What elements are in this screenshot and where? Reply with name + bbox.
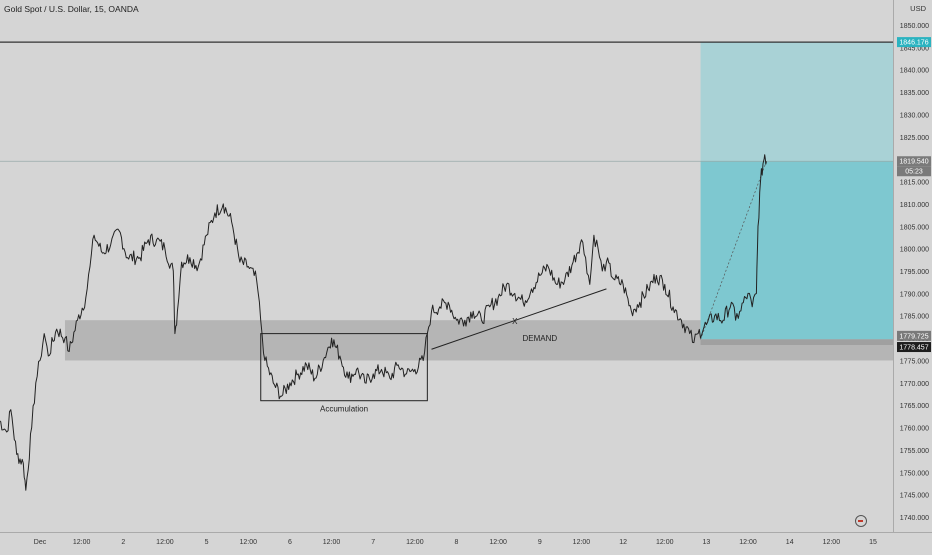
target-zone-upper	[700, 42, 893, 162]
currency-label: USD	[910, 4, 926, 13]
symbol-title: Gold Spot / U.S. Dollar, 15, OANDA	[4, 4, 139, 14]
target-zone-lower	[700, 161, 893, 340]
accumulation-label: Accumulation	[320, 405, 368, 414]
broker-logo-icon[interactable]	[855, 515, 867, 527]
accumulation-box	[260, 333, 428, 402]
time-axis[interactable]	[0, 532, 932, 551]
stop-zone	[700, 339, 893, 345]
demand-trendline	[431, 288, 607, 350]
x-mark-label: X	[512, 317, 518, 326]
price-axis[interactable]	[893, 0, 932, 532]
price-series	[0, 154, 767, 491]
demand-label: DEMAND	[522, 334, 557, 343]
